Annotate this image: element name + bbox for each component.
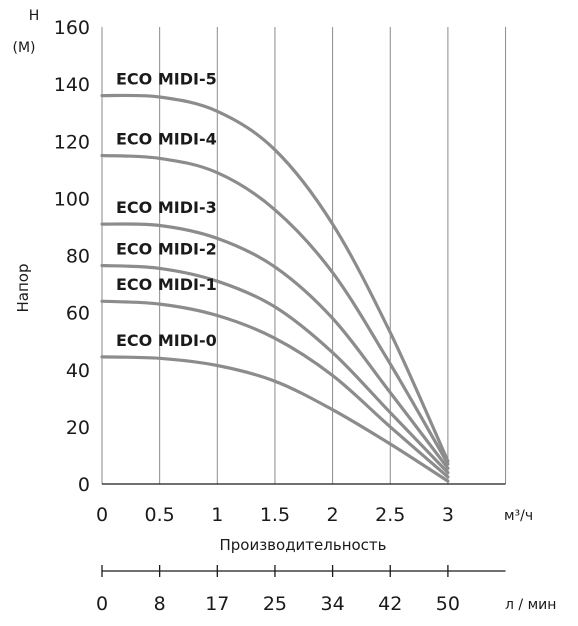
- x2-tick-label: 50: [436, 593, 460, 615]
- series-line: [100, 355, 450, 483]
- x-axis-unit: м³/ч: [504, 508, 533, 524]
- x-tick-label: 1.5: [260, 504, 290, 526]
- y-tick-label: 140: [54, 74, 90, 96]
- x-tick-label: 1: [211, 504, 223, 526]
- grid: [101, 27, 507, 484]
- x2-axis-unit: л / мин: [505, 597, 556, 613]
- series-line: [100, 222, 450, 470]
- series-label: ECO MIDI-3: [116, 198, 217, 217]
- y-tick-label: 160: [54, 17, 90, 39]
- x-tick-label: 0.5: [145, 504, 175, 526]
- axes: [101, 483, 506, 577]
- series-line: [100, 263, 450, 475]
- series-label: ECO MIDI-5: [116, 70, 217, 89]
- series-label: ECO MIDI-4: [116, 130, 217, 149]
- y-tick-label: 100: [54, 188, 90, 210]
- y-tick-label: 40: [66, 360, 90, 382]
- y-tick-label: 80: [66, 246, 90, 268]
- series-line: [100, 93, 450, 463]
- x-tick-label: 0: [96, 504, 108, 526]
- y-tick-label: 120: [54, 131, 90, 153]
- curves: [100, 93, 450, 483]
- x2-tick-label: 34: [321, 593, 345, 615]
- y-axis-top-label: Н: [29, 8, 40, 24]
- y-tick-label: 20: [66, 417, 90, 439]
- x2-tick-label: 42: [378, 593, 402, 615]
- x-tick-label: 3: [442, 504, 454, 526]
- labels: Н (М) Напор Производительность м³/ч л / …: [12, 8, 556, 615]
- x2-tick-label: 17: [205, 593, 229, 615]
- series-label: ECO MIDI-2: [116, 239, 217, 258]
- series-line: [100, 299, 450, 479]
- series-label: ECO MIDI-0: [116, 331, 217, 350]
- x-axis-title: Производительность: [219, 536, 386, 554]
- series-label: ECO MIDI-1: [116, 275, 217, 294]
- series-line: [100, 153, 450, 466]
- x-tick-label: 2: [327, 504, 339, 526]
- x2-tick-label: 8: [154, 593, 166, 615]
- y-tick-label: 60: [66, 303, 90, 325]
- y-axis-top-unit: (М): [12, 40, 35, 56]
- x2-tick-label: 25: [263, 593, 287, 615]
- y-tick-label: 0: [78, 474, 90, 496]
- x2-tick-label: 0: [96, 593, 108, 615]
- x-tick-label: 2.5: [375, 504, 405, 526]
- y-axis-title: Напор: [14, 264, 32, 313]
